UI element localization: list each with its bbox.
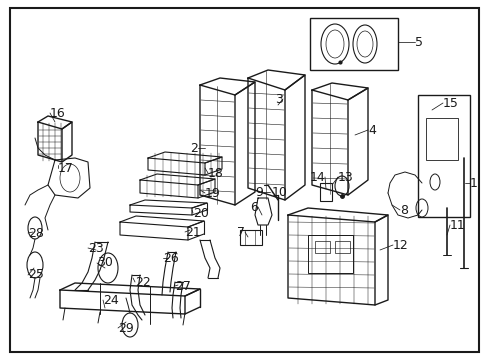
- Text: 27: 27: [175, 279, 190, 292]
- Text: 19: 19: [204, 186, 220, 199]
- Bar: [425, 118, 457, 160]
- Bar: [334, 241, 349, 253]
- Text: 29: 29: [118, 321, 134, 334]
- Text: 15: 15: [442, 96, 458, 109]
- Bar: [314, 241, 329, 253]
- Text: 8: 8: [399, 203, 407, 216]
- Text: 30: 30: [97, 256, 113, 270]
- Text: 4: 4: [367, 123, 375, 136]
- Text: 10: 10: [271, 185, 287, 198]
- Text: 16: 16: [50, 107, 65, 120]
- Bar: [309, 18, 397, 70]
- Text: 20: 20: [193, 207, 208, 220]
- Text: 7: 7: [237, 225, 244, 239]
- Text: 23: 23: [88, 242, 103, 255]
- Text: 21: 21: [184, 225, 201, 239]
- Text: 25: 25: [28, 269, 44, 282]
- Text: 6: 6: [250, 201, 258, 213]
- Bar: [240, 230, 262, 245]
- Bar: [417, 95, 469, 217]
- Bar: [319, 183, 331, 201]
- Text: 17: 17: [58, 162, 74, 175]
- Text: 3: 3: [275, 93, 283, 105]
- Text: 26: 26: [163, 252, 179, 265]
- Text: 1: 1: [469, 176, 477, 189]
- Text: 24: 24: [103, 293, 119, 306]
- Text: 18: 18: [207, 166, 224, 180]
- Bar: [307, 235, 352, 273]
- Text: 2: 2: [190, 141, 198, 154]
- Text: 5: 5: [414, 36, 422, 49]
- Text: 22: 22: [135, 275, 150, 288]
- Text: 14: 14: [308, 171, 325, 184]
- Text: 9: 9: [255, 185, 263, 198]
- Text: 12: 12: [392, 239, 408, 252]
- Text: 11: 11: [449, 219, 465, 231]
- Text: 28: 28: [28, 226, 44, 239]
- Text: 13: 13: [337, 171, 353, 184]
